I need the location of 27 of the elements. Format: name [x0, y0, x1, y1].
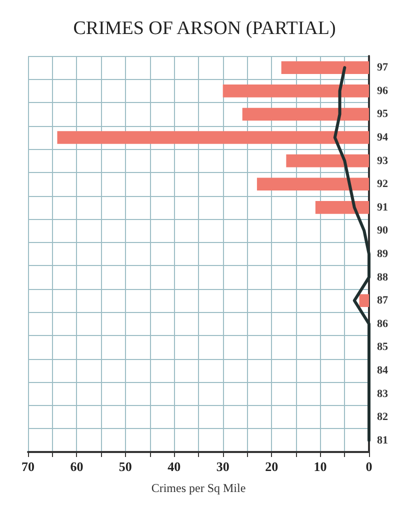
y-tick-label: 81	[377, 434, 388, 446]
y-tick-label: 88	[377, 271, 388, 284]
x-tick-label: 70	[22, 459, 34, 474]
y-tick-label: 96	[377, 84, 388, 97]
y-tick-label: 93	[377, 154, 388, 167]
y-tick-label: 84	[377, 364, 388, 376]
x-tick-label: 50	[118, 459, 132, 474]
y-tick-label: 85	[377, 341, 388, 354]
y-tick-label: 97	[377, 62, 388, 74]
x-tick-label: 10	[314, 459, 327, 474]
y-tick-label: 83	[377, 388, 388, 400]
y-tick-label: 95	[377, 108, 388, 120]
y-tick-label: 91	[377, 201, 388, 214]
x-tick-label: 30	[216, 459, 230, 474]
y-tick-label: 90	[377, 224, 388, 237]
x-tick-label: 0	[366, 459, 372, 474]
y-tick-label: 94	[377, 132, 388, 144]
x-tick-label: 20	[265, 459, 278, 474]
y-tick-label: 87	[377, 294, 388, 307]
y-tick-label: 89	[377, 248, 388, 260]
chart-title: CRIMES OF ARSON (PARTIAL)	[73, 18, 336, 39]
x-axis-title: Crimes per Sq Mile	[151, 481, 246, 495]
x-tick-label: 60	[70, 459, 84, 474]
y-tick-label: 92	[377, 178, 388, 190]
y-tick-label: 82	[377, 411, 388, 424]
x-tick-label: 40	[168, 459, 181, 474]
y-tick-label: 86	[377, 318, 388, 330]
